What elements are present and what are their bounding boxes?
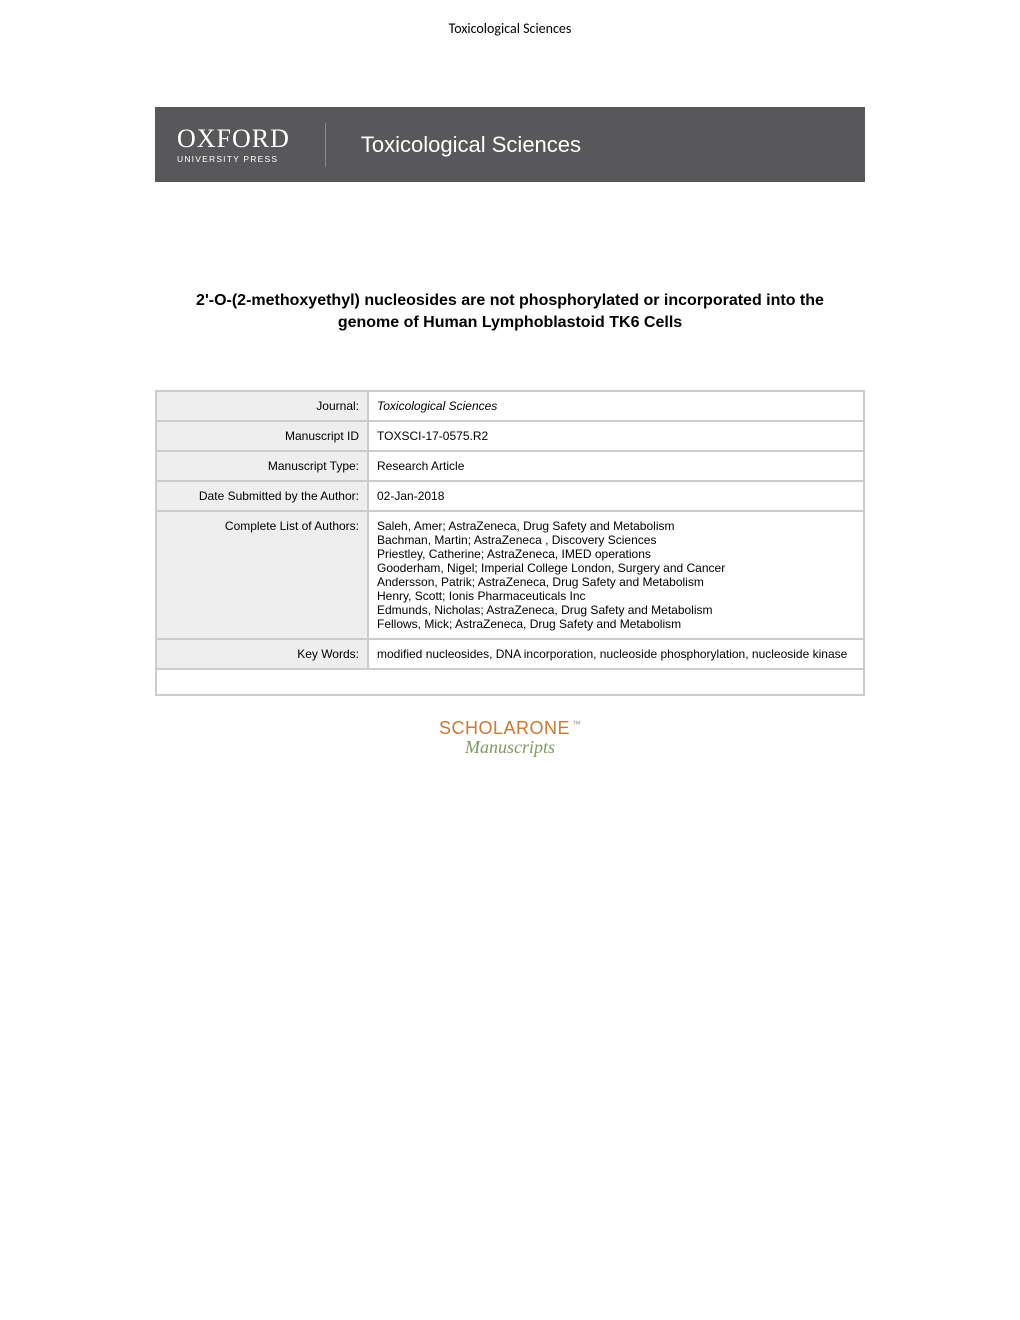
- table-row: Journal:Toxicological Sciences: [157, 392, 863, 420]
- content-area: OXFORD UNIVERSITY PRESS Toxicological Sc…: [0, 107, 1020, 758]
- author-entry: Fellows, Mick; AstraZeneca, Drug Safety …: [377, 617, 855, 631]
- journal-banner: OXFORD UNIVERSITY PRESS Toxicological Sc…: [155, 107, 865, 182]
- row-value: Toxicological Sciences: [369, 392, 863, 420]
- banner-journal-title: Toxicological Sciences: [326, 132, 581, 158]
- table-row-keywords: Key Words:modified nucleosides, DNA inco…: [157, 640, 863, 668]
- author-entry: Edmunds, Nicholas; AstraZeneca, Drug Saf…: [377, 603, 855, 617]
- table-row: Manuscript IDTOXSCI-17-0575.R2: [157, 422, 863, 450]
- author-entry: Bachman, Martin; AstraZeneca , Discovery…: [377, 533, 855, 547]
- publisher-name: OXFORD: [177, 126, 290, 152]
- article-title: 2'-O-(2-methoxyethyl) nucleosides are no…: [155, 290, 865, 335]
- table-row: Manuscript Type:Research Article: [157, 452, 863, 480]
- manuscript-metadata-table: Journal:Toxicological SciencesManuscript…: [155, 390, 865, 696]
- row-label: Key Words:: [157, 640, 367, 668]
- keywords-value: modified nucleosides, DNA incorporation,…: [369, 640, 863, 668]
- page-header: Toxicological Sciences: [0, 0, 1020, 37]
- scholarone-logo: SCHOLARONE™ Manuscripts: [155, 718, 865, 758]
- row-label: Manuscript Type:: [157, 452, 367, 480]
- author-entry: Saleh, Amer; AstraZeneca, Drug Safety an…: [377, 519, 855, 533]
- author-entry: Priestley, Catherine; AstraZeneca, IMED …: [377, 547, 855, 561]
- row-value: TOXSCI-17-0575.R2: [369, 422, 863, 450]
- row-label: Complete List of Authors:: [157, 512, 367, 638]
- table-row: Date Submitted by the Author:02-Jan-2018: [157, 482, 863, 510]
- authors-list: Saleh, Amer; AstraZeneca, Drug Safety an…: [369, 512, 863, 638]
- scholarone-subtitle: Manuscripts: [155, 737, 865, 758]
- author-entry: Gooderham, Nigel; Imperial College Londo…: [377, 561, 855, 575]
- page-header-text: Toxicological Sciences: [449, 20, 572, 37]
- author-entry: Andersson, Patrik; AstraZeneca, Drug Saf…: [377, 575, 855, 589]
- author-entry: Henry, Scott; Ionis Pharmaceuticals Inc: [377, 589, 855, 603]
- row-label: Manuscript ID: [157, 422, 367, 450]
- row-value: 02-Jan-2018: [369, 482, 863, 510]
- trademark-symbol: ™: [572, 719, 581, 729]
- row-label: Journal:: [157, 392, 367, 420]
- scholarone-brand: SCHOLARONE: [439, 718, 570, 739]
- row-label: Date Submitted by the Author:: [157, 482, 367, 510]
- row-value: Research Article: [369, 452, 863, 480]
- publisher-logo: OXFORD UNIVERSITY PRESS: [177, 126, 325, 164]
- table-row-authors: Complete List of Authors: Saleh, Amer; As…: [157, 512, 863, 638]
- publisher-subtitle: UNIVERSITY PRESS: [177, 154, 290, 164]
- table-spacer-row: [157, 670, 863, 694]
